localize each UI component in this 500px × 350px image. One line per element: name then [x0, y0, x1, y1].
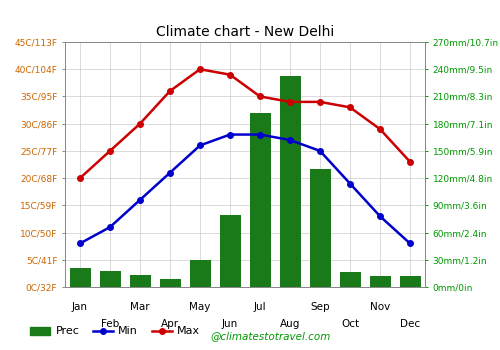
Text: Jun: Jun — [222, 319, 238, 329]
Text: Sep: Sep — [310, 302, 330, 312]
Title: Climate chart - New Delhi: Climate chart - New Delhi — [156, 26, 334, 40]
Text: May: May — [190, 302, 210, 312]
Bar — [250, 113, 270, 287]
Bar — [100, 271, 120, 287]
Bar — [340, 272, 360, 287]
Bar — [310, 169, 330, 287]
Bar — [400, 276, 420, 287]
Bar — [280, 76, 300, 287]
Text: Nov: Nov — [370, 302, 390, 312]
Bar — [220, 215, 240, 287]
Bar — [130, 275, 150, 287]
Bar — [190, 260, 210, 287]
Text: @climatestotravel.com: @climatestotravel.com — [210, 331, 330, 341]
Text: Dec: Dec — [400, 319, 420, 329]
Text: Aug: Aug — [280, 319, 300, 329]
Text: Mar: Mar — [130, 302, 150, 312]
Text: Apr: Apr — [161, 319, 179, 329]
Text: Jul: Jul — [254, 302, 266, 312]
Bar — [370, 276, 390, 287]
Bar — [160, 279, 180, 287]
Text: Oct: Oct — [341, 319, 359, 329]
Text: Feb: Feb — [101, 319, 119, 329]
Text: Jan: Jan — [72, 302, 88, 312]
Legend: Prec, Min, Max: Prec, Min, Max — [26, 322, 204, 341]
Bar — [70, 268, 90, 287]
